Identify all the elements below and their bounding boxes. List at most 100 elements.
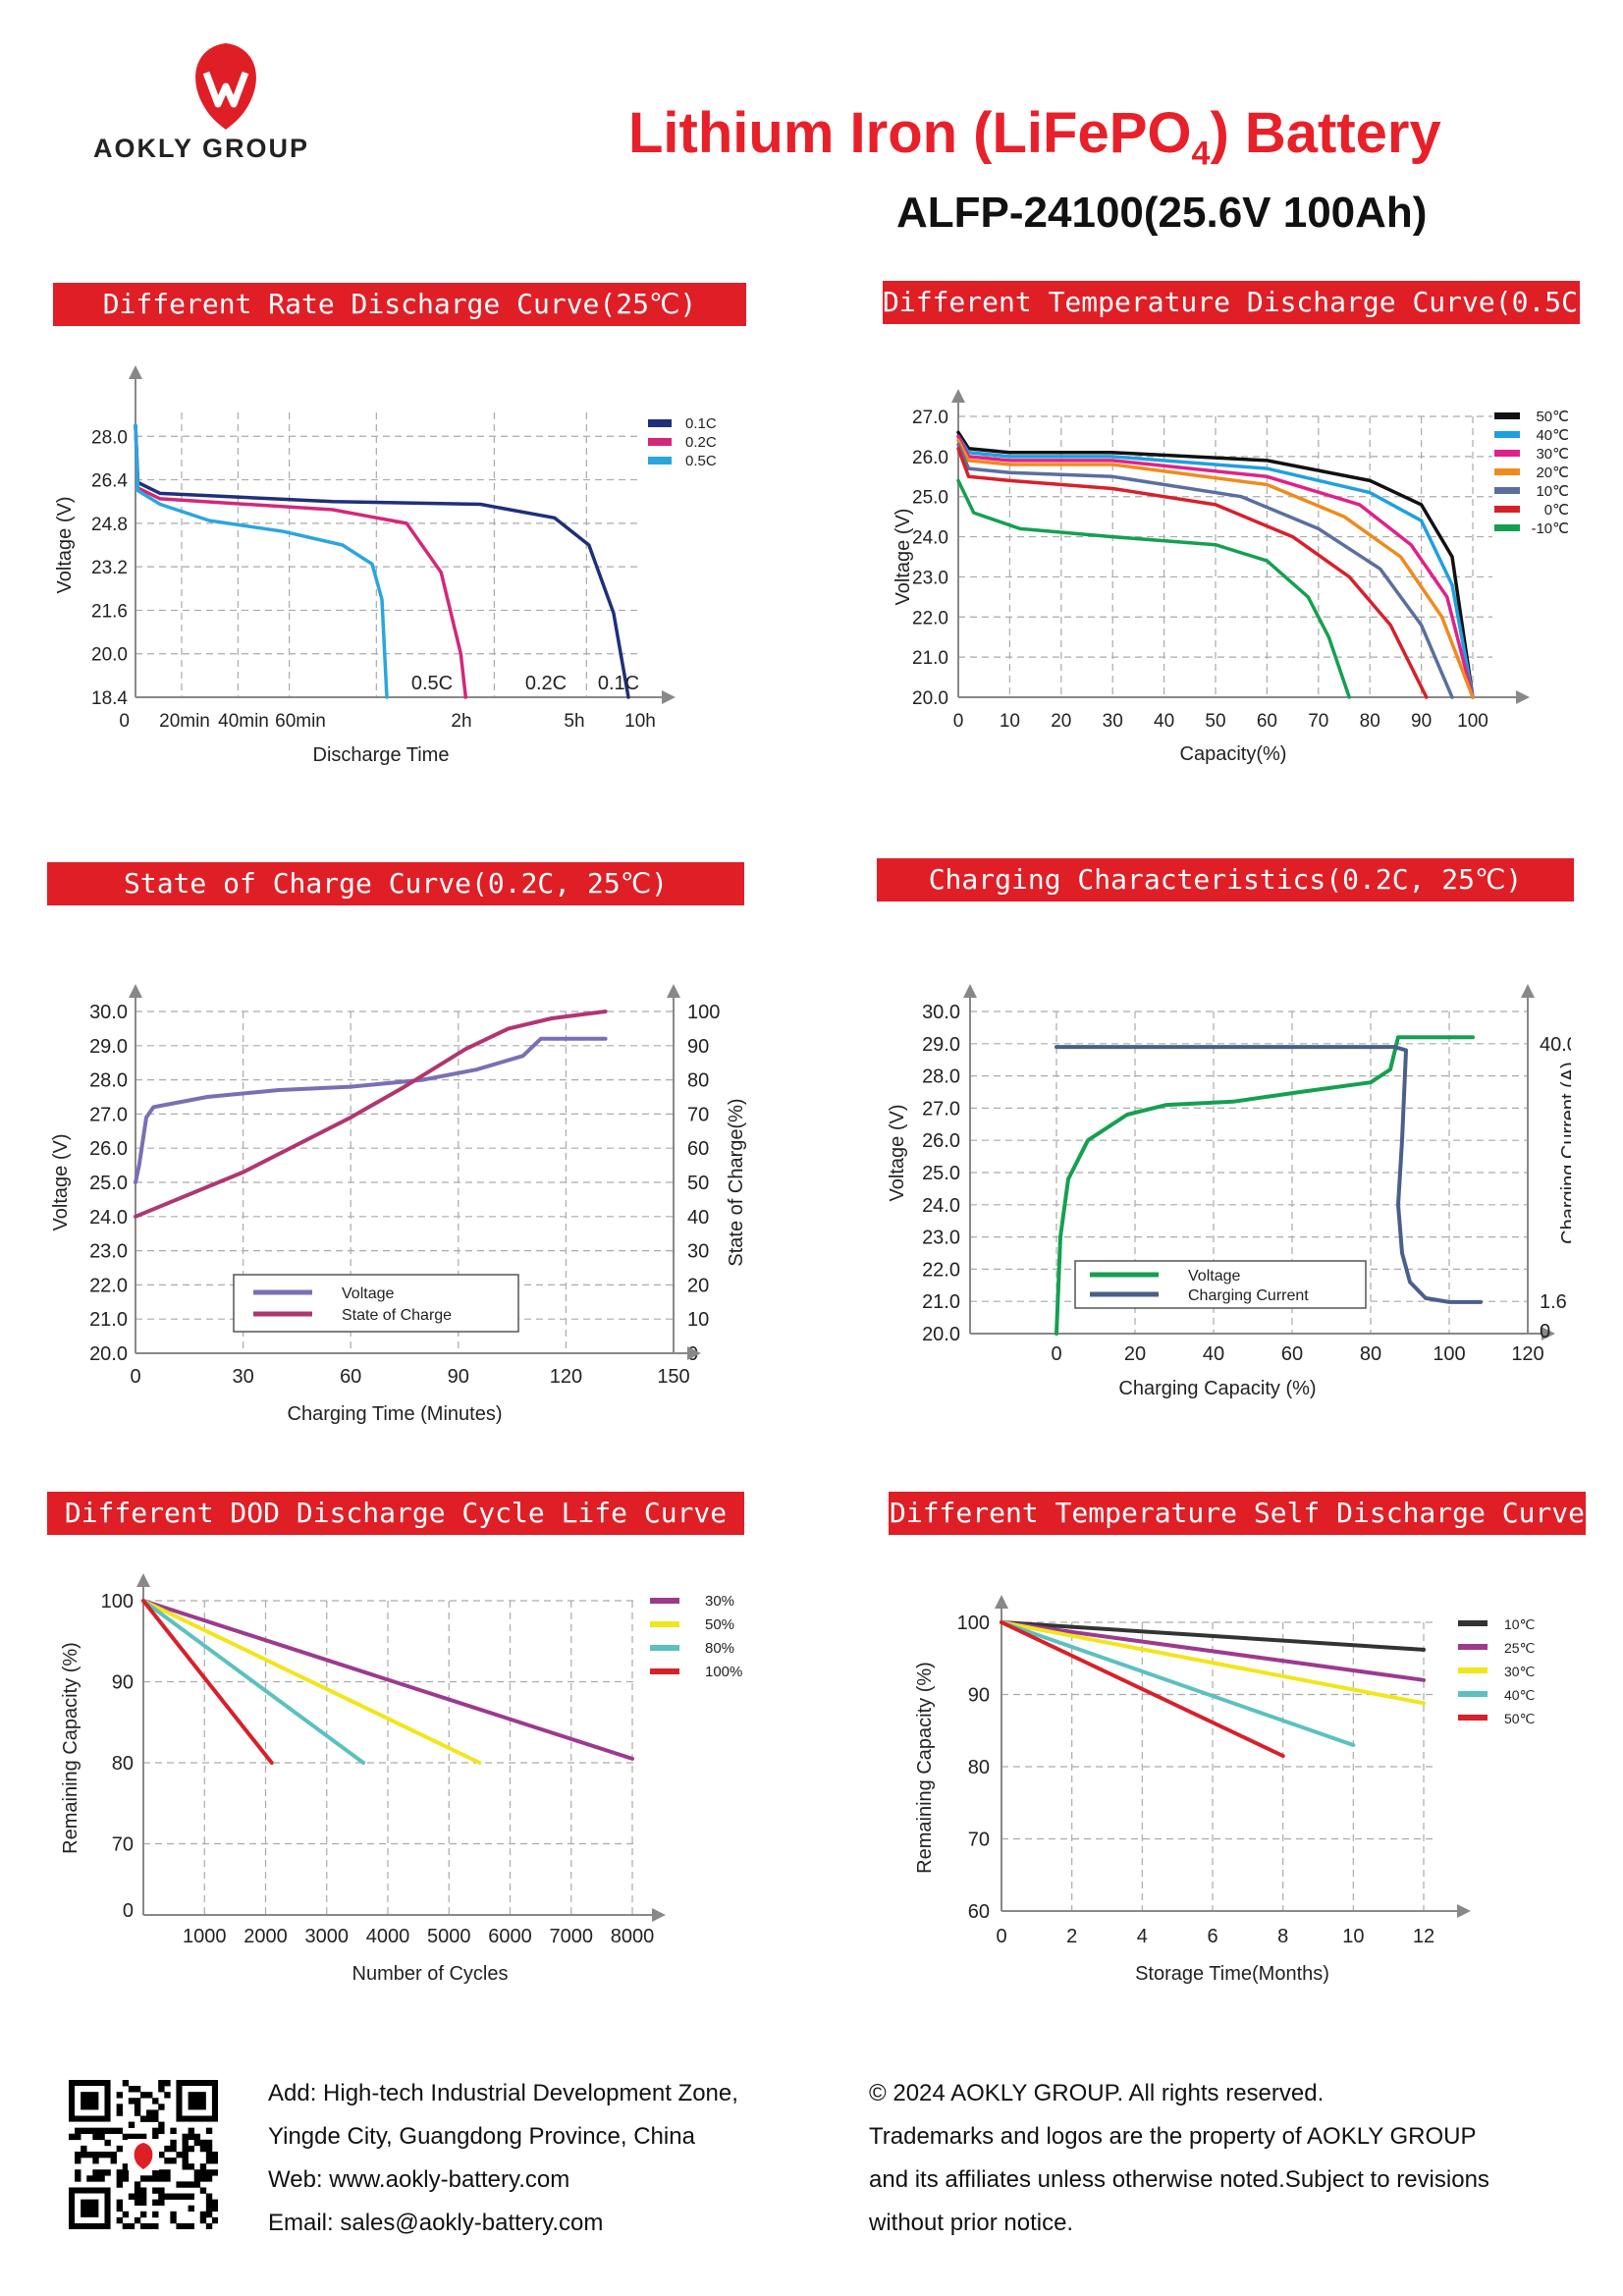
qr-module (98, 2127, 105, 2135)
legend-label: 10℃ (1504, 1616, 1535, 1632)
x-tick-label: 8 (1277, 1926, 1288, 1947)
qr-module (182, 2193, 189, 2200)
legend-label: 30℃ (1504, 1664, 1535, 1679)
qr-module (188, 2205, 194, 2213)
x-tick-label: 150 (657, 1366, 689, 1388)
qr-module (146, 2222, 153, 2230)
qr-module (205, 2145, 213, 2153)
qr-module (139, 2092, 147, 2099)
y-axis-arrow (995, 1595, 1008, 1609)
qr-module (170, 2139, 177, 2147)
y-tick-label: 90 (968, 1685, 990, 1707)
qr-finder (81, 2092, 99, 2110)
qr-module (176, 2151, 183, 2159)
qr-module (81, 2145, 87, 2153)
qr-module (188, 2193, 194, 2200)
qr-module (116, 2127, 124, 2135)
y-tick-label: 23.2 (91, 558, 128, 578)
chart-rate-discharge: 28.0 26.4 24.8 23.2 21.6 20.0 18.4 0 20min 40min 6… (49, 354, 756, 786)
qr-module (98, 2133, 105, 2141)
x-tick-label: 10 (1342, 1926, 1364, 1947)
y-axis-arrow (129, 984, 142, 998)
qr-code[interactable] (69, 2080, 219, 2230)
qr-module (152, 2109, 159, 2116)
qr-module (128, 2121, 135, 2128)
series-line-50℃ (1000, 1620, 1285, 1758)
y-tick-label: 22.0 (922, 1259, 960, 1281)
qr-module (128, 2133, 135, 2141)
qr-module (152, 2127, 159, 2135)
x-tick-label: 0 (996, 1926, 1006, 1947)
x-axis-label: Storage Time(Months) (1135, 1963, 1329, 1985)
qr-module (152, 2115, 159, 2122)
qr-module (188, 2181, 194, 2188)
x-tick-label: 50 (1205, 711, 1225, 732)
series-line-30℃ (956, 434, 1475, 699)
y2-axis-label: State of Charge(%) (726, 1098, 747, 1266)
x-axis-label: Charging Time (Minutes) (288, 1403, 503, 1425)
qr-module (164, 2175, 171, 2182)
qr-module (211, 2151, 219, 2159)
x-tick-label: 2h (451, 711, 471, 732)
x-tick-label: 80 (1360, 1343, 1381, 1365)
contact-block: Add: High-tech Industrial Development Zo… (268, 2072, 738, 2245)
qr-module (104, 2151, 111, 2159)
end-label: 0.1C (598, 673, 639, 694)
chart-soc: 30.0 100 29.0 90 28.0 80 27.0 70 26.0 60 25.0 50 24.… (49, 960, 756, 1442)
qr-module (116, 2205, 124, 2213)
qr-module (139, 2187, 147, 2194)
email[interactable]: Email: sales@aokly-battery.com (268, 2210, 604, 2236)
qr-module (134, 2199, 141, 2206)
x-tick-label: 40 (1154, 711, 1174, 732)
legend-label: 50℃ (1504, 1711, 1535, 1726)
legend-swatch (1494, 412, 1520, 419)
y2-axis-arrow (667, 984, 680, 998)
qr-module (188, 2127, 194, 2135)
qr-module (122, 2133, 130, 2141)
qr-module (158, 2187, 165, 2194)
y2-tick-label: 40.0 (1540, 1034, 1571, 1056)
legend-swatch (648, 457, 672, 465)
legend-label: 25℃ (1504, 1640, 1535, 1656)
qr-module (134, 2086, 141, 2093)
x-tick-label: 2 (1066, 1926, 1077, 1947)
qr-module (139, 2222, 147, 2230)
qr-module (188, 2133, 194, 2141)
qr-module (92, 2151, 99, 2159)
y-axis-label: Voltage (V) (893, 509, 914, 606)
legend-label: 0.5C (685, 453, 717, 469)
legend-label: 20℃ (1536, 465, 1569, 481)
qr-module (158, 2175, 165, 2182)
qr-module (122, 2222, 130, 2230)
qr-module (128, 2098, 135, 2105)
qr-module (205, 2222, 213, 2230)
legend-box (233, 1274, 519, 1333)
x-axis-arrow (1542, 1327, 1555, 1340)
legend-label: Voltage (1188, 1268, 1240, 1285)
qr-module (193, 2133, 201, 2141)
qr-module (146, 2115, 153, 2122)
qr-module (110, 2127, 117, 2135)
qr-module (158, 2080, 165, 2087)
copyright-block: © 2024 AOKLY GROUP. All rights reserved.… (869, 2072, 1489, 2245)
y-tick-label: 24.0 (912, 528, 948, 549)
heading-dod: Different DOD Discharge Cycle Life Curve (47, 1492, 744, 1535)
qr-module (164, 2193, 171, 2200)
qr-module (193, 2175, 201, 2182)
x-tick-label: 60 (1281, 1343, 1303, 1365)
qr-module (139, 2133, 147, 2141)
y-tick-label: 27.0 (89, 1104, 128, 1125)
legend-swatch (1458, 1691, 1488, 1697)
y-axis-arrow (129, 365, 142, 379)
legend-swatch (1458, 1620, 1488, 1626)
qr-module (134, 2109, 141, 2116)
website[interactable]: Web: www.aokly-battery.com (268, 2166, 570, 2193)
qr-module (152, 2175, 159, 2182)
y2-tick-label: 90 (687, 1036, 709, 1058)
qr-module (164, 2092, 171, 2099)
y-tick-label: 20.0 (89, 1343, 128, 1365)
x-axis-label: Number of Cycles (352, 1963, 509, 1985)
qr-module (152, 2199, 159, 2206)
legend-label: 50℃ (1536, 409, 1569, 425)
y-tick-label: 23.0 (89, 1241, 128, 1263)
